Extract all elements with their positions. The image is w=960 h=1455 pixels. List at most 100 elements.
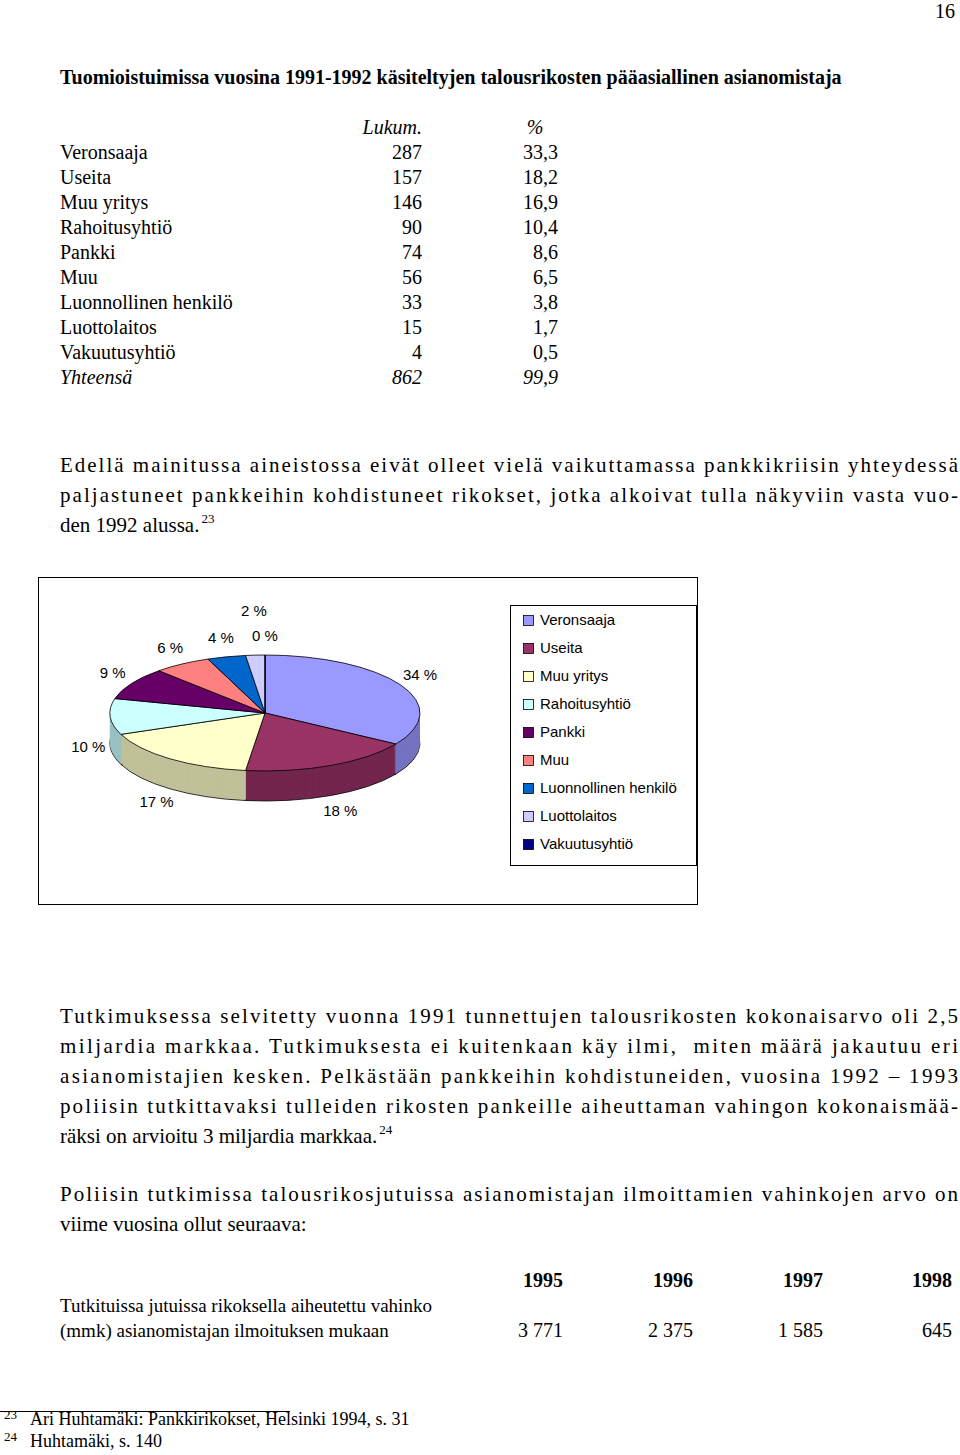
- legend-swatch: [524, 756, 534, 766]
- legend-swatch: [524, 616, 534, 626]
- table-header: 1995: [523, 1269, 563, 1291]
- data-label: 10 %: [71, 738, 105, 755]
- legend-swatch: [524, 812, 534, 822]
- table-cell: Luonnollinen henkilö: [60, 291, 233, 313]
- paragraph-line: räksi on arvioitu 3 miljardia markkaa.: [60, 1124, 377, 1148]
- legend-swatch: [524, 784, 534, 794]
- pie-side: [110, 656, 420, 772]
- footnote-text: Ari Huhtamäki: Pankkirikokset, Helsinki …: [30, 1409, 409, 1429]
- table-cell: 287: [392, 141, 422, 163]
- table-header: 1996: [653, 1269, 693, 1291]
- table-cell: 0,5: [533, 341, 558, 363]
- table-cell: 2 375: [648, 1319, 693, 1341]
- table-cell: 1,7: [533, 316, 558, 338]
- table-cell: 18,2: [523, 166, 558, 188]
- data-label: 6 %: [157, 639, 183, 656]
- legend-label: Vakuutusyhtiö: [540, 835, 633, 852]
- table-cell: Muu: [60, 266, 98, 288]
- table-total: Yhteensä: [60, 366, 132, 388]
- legend-label: Luottolaitos: [540, 807, 617, 824]
- table-total: 99,9: [523, 366, 558, 388]
- legend-label: Muu: [540, 751, 569, 768]
- table-cell: 3 771: [518, 1319, 563, 1341]
- paragraph-line: asianomistajien kesken. Pelkästään pankk…: [60, 1064, 958, 1088]
- pie-top: [110, 655, 420, 771]
- table-total: 862: [392, 366, 422, 388]
- table-header: 1997: [783, 1269, 823, 1291]
- legend-label: Luonnollinen henkilö: [540, 779, 677, 796]
- table-cell: 15: [402, 316, 422, 338]
- data-label: 2 %: [241, 602, 267, 619]
- table-cell: 157: [392, 166, 422, 188]
- chart: 34 % 18 % 17 % 10 % 9 % 6 % 4 % 2 % 0 % Veronsaaj…: [39, 578, 698, 905]
- table-cell: 3,8: [533, 291, 558, 313]
- data-label: 34 %: [403, 666, 437, 683]
- table-cell: 1 585: [778, 1319, 823, 1341]
- table-row-label: Tutkituissa jutuissa rikoksella aiheutet…: [60, 1295, 432, 1316]
- legend-label: Rahoitusyhtiö: [540, 695, 631, 712]
- page-number: 16: [935, 0, 955, 22]
- pie: [110, 655, 420, 801]
- paragraph-line: Poliisin tutkimissa talousrikosjutuissa …: [60, 1182, 959, 1206]
- legend-swatch: [524, 644, 534, 654]
- footnote-number: 24: [4, 1429, 18, 1444]
- table-cell: 645: [922, 1319, 952, 1341]
- table-cell: Useita: [60, 166, 111, 188]
- table-cell: 146: [392, 191, 422, 213]
- table-cell: 4: [412, 341, 422, 363]
- paragraph-line: miljardia markkaa. Tutkimuksesta ei kuit…: [60, 1034, 958, 1058]
- pie-slice-side: [265, 656, 266, 714]
- table-cell: 33: [402, 291, 422, 313]
- data-label: 4 %: [208, 629, 234, 646]
- table-cell: 56: [402, 266, 422, 288]
- legend-swatch: [524, 700, 534, 710]
- footnote-ref: 23: [201, 511, 214, 526]
- paragraph-line: den 1992 alussa.: [60, 513, 199, 537]
- paragraph-line: paljastuneet pankkeihin kohdistuneet rik…: [60, 483, 958, 507]
- table-header: Lukum.: [362, 116, 422, 138]
- legend-label: Muu yritys: [540, 667, 608, 684]
- footnote-number: 23: [4, 1407, 17, 1422]
- legend: Veronsaaja Useita Muu yritys Rahoitusyhtiö P…: [511, 606, 697, 866]
- legend-box: [511, 606, 697, 866]
- pie-slice: [265, 655, 266, 713]
- table-cell: 10,4: [523, 216, 558, 238]
- legend-swatch: [524, 728, 534, 738]
- data-label: 0 %: [252, 627, 278, 644]
- table-cell: 16,9: [523, 191, 558, 213]
- table-row-label: (mmk) asianomistajan ilmoituksen mukaan: [60, 1320, 389, 1342]
- pie-slice: [246, 713, 396, 771]
- legend-swatch: [524, 840, 534, 850]
- pie-slice: [208, 655, 265, 713]
- table-cell: 90: [402, 216, 422, 238]
- footnote-text: Huhtamäki, s. 140: [30, 1431, 162, 1451]
- table-cell: Rahoitusyhtiö: [60, 216, 172, 239]
- chart-frame: [39, 578, 698, 905]
- legend-label: Pankki: [540, 723, 585, 740]
- footnote-ref: 24: [379, 1122, 393, 1137]
- table-cell: 6,5: [533, 266, 558, 288]
- data-label: 18 %: [323, 802, 357, 819]
- table-cell: 74: [402, 241, 422, 263]
- table-cell: Veronsaaja: [60, 141, 148, 164]
- paragraph-line: Tutkimuksessa selvitetty vuonna 1991 tun…: [60, 1004, 958, 1028]
- table-cell: 33,3: [523, 141, 558, 163]
- table-cell: Pankki: [60, 241, 116, 263]
- table-header: %: [527, 116, 544, 138]
- data-label: 9 %: [100, 664, 126, 681]
- paragraph-line: poliisin tutkittavaksi tulleiden rikoste…: [60, 1094, 958, 1118]
- pie-slice: [246, 655, 265, 713]
- legend-label: Veronsaaja: [540, 611, 616, 628]
- paragraph-line: Edellä mainitussa aineistossa eivät olle…: [60, 453, 959, 477]
- legend-swatch: [524, 672, 534, 682]
- table-header: 1998: [912, 1269, 952, 1291]
- title: Tuomioistuimissa vuosina 1991-1992 käsit…: [60, 66, 842, 89]
- table-cell: Muu yritys: [60, 191, 149, 214]
- table-cell: Luottolaitos: [60, 316, 157, 338]
- table-cell: Vakuutusyhtiö: [60, 341, 176, 364]
- table-cell: 8,6: [533, 241, 558, 263]
- page: 16 Tuomioistuimissa vuosina 1991-1992 käs…: [0, 0, 960, 1455]
- paragraph-line: viime vuosina ollut seuraava:: [60, 1212, 307, 1236]
- data-label: 17 %: [139, 793, 173, 810]
- legend-label: Useita: [540, 639, 583, 656]
